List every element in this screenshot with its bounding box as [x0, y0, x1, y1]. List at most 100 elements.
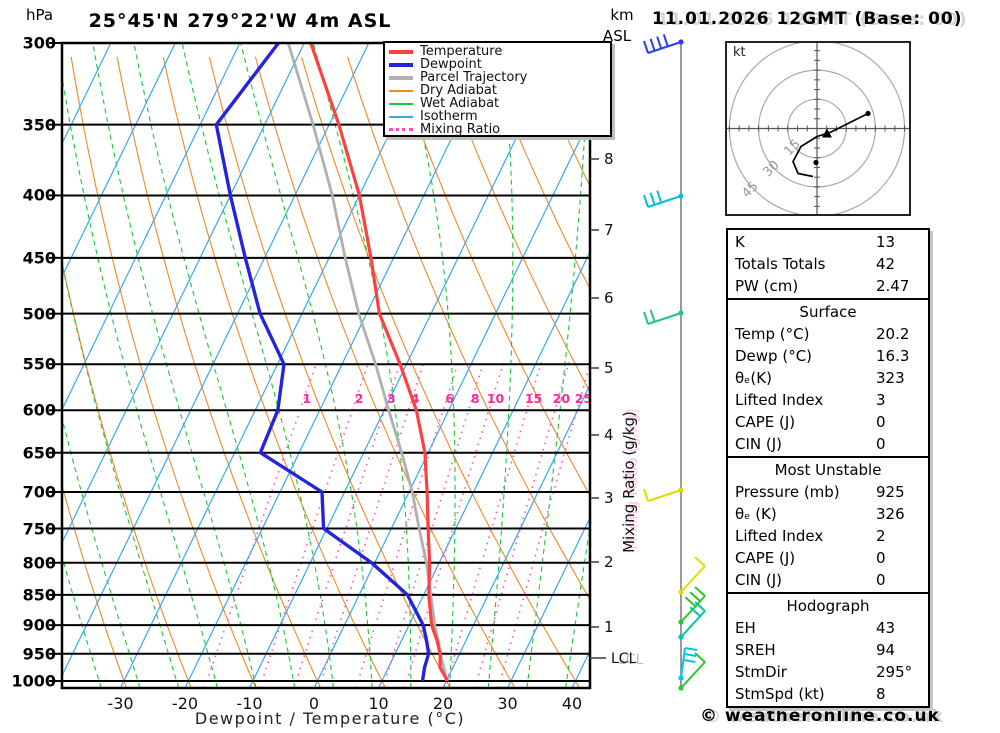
lcl-label: LCL: [611, 651, 637, 667]
dry-adiabat-line: [162, 56, 386, 688]
legend-item: Dry Adiabat: [389, 84, 610, 97]
table-section-most-unstable: Most Unstable Pressure (mb) 925 θₑ (K) 326 Li…: [726, 456, 930, 594]
table-row: CIN (J) 0: [728, 569, 928, 591]
table-section-header: Surface: [799, 303, 857, 321]
table-row-label: Totals Totals: [735, 255, 826, 273]
table-section-header: Hodograph: [786, 597, 870, 615]
wet-adiabat-line: [0, 40, 24, 688]
skewt-background: [0, 40, 590, 688]
table-row-label: CAPE (J): [735, 549, 796, 567]
km-tick-label: 2: [604, 553, 614, 571]
legend-item: Parcel Trajectory: [389, 71, 610, 84]
table-row-label: Dewp (°C): [735, 347, 813, 365]
table-section-header: Most Unstable: [774, 461, 882, 479]
mixing-ratio-value-label: 8: [471, 391, 480, 406]
isotherm-line: [62, 43, 305, 545]
mixing-ratio-value-label: 25: [575, 391, 592, 406]
mixing-ratio-line: [497, 362, 590, 688]
temperature-tick-label: 40: [561, 694, 583, 713]
table-row-value: 925: [876, 483, 905, 501]
barb-tick: [643, 194, 649, 208]
temperature-tick-label: 0: [308, 694, 320, 713]
wet-adiabat-line: [62, 73, 218, 688]
legend-label: Dewpoint: [420, 57, 482, 72]
legend-label: Mixing Ratio: [420, 122, 501, 137]
table-row: PW (cm) 2.47: [728, 275, 928, 297]
barb-level-dot: [678, 487, 684, 493]
barb-tick: [684, 647, 698, 651]
pressure-tick-label: 550: [22, 354, 56, 374]
isotherm-line: [248, 43, 563, 688]
table-row: K 13: [728, 231, 928, 253]
km-tick-label: 8: [604, 150, 614, 168]
pressure-tick-label: 500: [22, 304, 56, 324]
table-row-value: 0: [876, 549, 886, 567]
dry-adiabat-line: [485, 56, 590, 291]
mixing-ratio-value-label: 20: [553, 391, 571, 406]
table-row: StmSpd (kt) 8: [728, 683, 928, 705]
barb-level-dot: [678, 675, 684, 681]
barb-tick: [662, 34, 669, 47]
table-row-value: 16.3: [876, 347, 910, 365]
copyright-label: © weatheronline.co.uk: [700, 706, 940, 726]
wet-adiabat-line: [565, 523, 590, 688]
dry-adiabat-line: [300, 56, 580, 688]
table-row: θₑ(K) 323: [728, 367, 928, 389]
table-row-value: 20.2: [876, 325, 910, 343]
legend-item: Mixing Ratio: [389, 123, 610, 136]
barb-tick: [694, 586, 706, 597]
dry-adiabat-line: [439, 56, 590, 394]
pressure-tick-label: 850: [22, 585, 56, 605]
barb-tick: [684, 653, 697, 657]
table-row: θₑ (K) 326: [728, 503, 928, 525]
isotherm-line: [442, 383, 590, 688]
barb-tick: [643, 311, 649, 325]
barb-tick: [689, 591, 701, 602]
km-tick-label: 3: [604, 489, 614, 507]
dry-adiabat-line: [347, 56, 590, 601]
barb-tick: [683, 659, 696, 663]
legend-item: Isotherm: [389, 110, 610, 123]
legend-swatch-dewpoint: [389, 62, 413, 67]
storm-motion-marker: [822, 128, 832, 138]
table-row-label: Lifted Index: [735, 527, 824, 545]
barb-tick: [656, 190, 663, 203]
sounding-curves: [214, 43, 450, 682]
table-row-label: Temp (°C): [735, 325, 810, 343]
barb-tick: [643, 40, 649, 54]
table-row: Lifted Index 3: [728, 389, 928, 411]
table-row-label: K: [735, 233, 745, 251]
temperature-tick-label: 20: [432, 694, 454, 713]
barb-staff: [680, 661, 706, 689]
asl-unit-label: ASL: [602, 27, 632, 45]
isotherm-line: [119, 43, 434, 688]
hodograph-trace: [792, 112, 869, 178]
table-row-label: CIN (J): [735, 435, 783, 453]
mixing-ratio-axis-label: Mixing Ratio (g/kg): [620, 411, 638, 553]
isotherm-line: [184, 43, 499, 688]
table-row-label: CIN (J): [735, 571, 783, 589]
km-tick-label: 1: [604, 618, 614, 636]
table-row-value: 0: [876, 413, 886, 431]
table-row-value: 0: [876, 571, 886, 589]
table-row-label: CAPE (J): [735, 413, 796, 431]
mixing-ratio-line: [474, 362, 570, 688]
table-row-value: 43: [876, 619, 896, 637]
isotherm-line: [62, 43, 176, 279]
wet-adiabat-line: [526, 43, 590, 688]
wet-adiabat-line: [487, 43, 514, 688]
datetime-label: 11.01.2026 12GMT (Base: 00): [652, 9, 963, 29]
table-row-value: 94: [876, 641, 896, 659]
mixing-ratio-value-label: 10: [487, 391, 505, 406]
mixing-ratio-value-label: 2: [355, 391, 364, 406]
legend-item: Wet Adiabat: [389, 97, 610, 110]
legend-label: Isotherm: [420, 109, 478, 124]
table-row-value: 295°: [876, 663, 913, 681]
barb-staff: [647, 489, 682, 502]
barb-staff: [647, 41, 682, 54]
table-row-label: StmSpd (kt): [735, 685, 825, 703]
wind-barb: [643, 487, 684, 502]
table-section: K 13 Totals Totals 42 PW (cm) 2.47: [726, 228, 930, 300]
temperature-curve: [309, 43, 450, 682]
legend-swatch-temperature: [389, 49, 413, 54]
